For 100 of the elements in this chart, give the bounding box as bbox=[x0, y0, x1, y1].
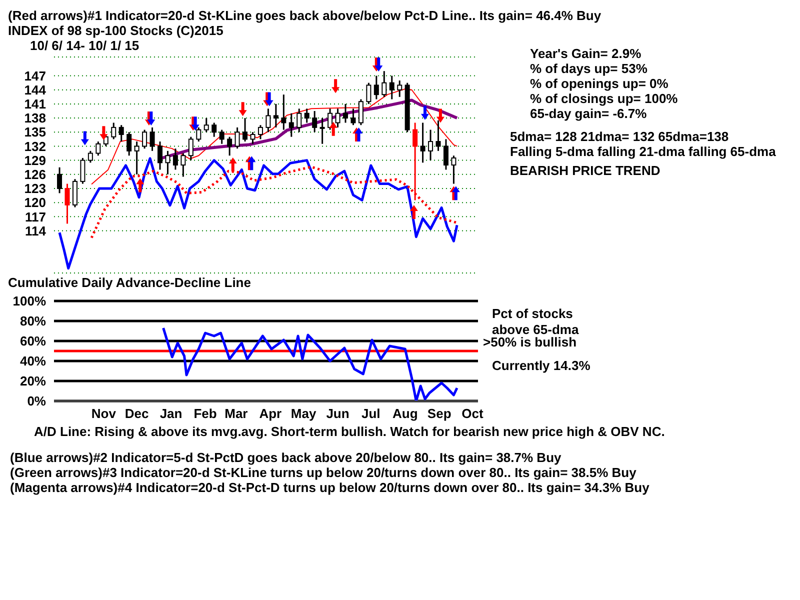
text: Year's Gain= 2.9% bbox=[530, 46, 642, 61]
candlestick bbox=[335, 108, 340, 128]
text: % of closings up= 100% bbox=[530, 91, 678, 106]
candlestick bbox=[250, 131, 256, 145]
candlestick bbox=[204, 117, 209, 133]
candlestick bbox=[103, 134, 108, 147]
y-tick-label: 40% bbox=[20, 354, 46, 369]
candlestick bbox=[212, 122, 217, 138]
candlestick bbox=[142, 129, 148, 150]
candlestick bbox=[88, 150, 93, 164]
x-tick-label: May bbox=[290, 406, 317, 422]
text: BEARISH PRICE TREND bbox=[510, 163, 660, 178]
candlestick bbox=[72, 178, 78, 208]
candlestick bbox=[188, 136, 194, 162]
x-tick-label: Oct bbox=[462, 406, 484, 422]
candlestick bbox=[304, 108, 310, 124]
y-tick-label: 141 bbox=[24, 96, 46, 112]
y-tick-label: 123 bbox=[24, 181, 46, 196]
candlestick bbox=[242, 117, 248, 142]
candlestick bbox=[397, 80, 402, 98]
candlestick bbox=[436, 120, 441, 152]
x-tick-label: Aug bbox=[392, 406, 418, 422]
candlestick bbox=[374, 75, 379, 100]
x-tick-label: Apr bbox=[259, 406, 282, 422]
candlestick bbox=[126, 131, 132, 156]
candlestick bbox=[227, 136, 232, 156]
candlestick bbox=[358, 98, 364, 126]
candlestick bbox=[234, 126, 240, 150]
candlestick bbox=[288, 112, 294, 138]
text: 65-day gain= -6.7% bbox=[530, 106, 647, 121]
candlestick bbox=[366, 82, 372, 105]
y-tick-label: 100% bbox=[12, 294, 46, 309]
candlestick bbox=[328, 108, 333, 131]
candlestick bbox=[172, 148, 178, 170]
text: (Magenta arrows)#4 Indicator=20-d St-Pct-D turns up below 20/turns down over 80.. Its gain= 34.3% Buy bbox=[10, 480, 650, 495]
candlestick bbox=[165, 150, 170, 176]
candlestick bbox=[158, 140, 162, 170]
y-tick-label: 132 bbox=[24, 138, 46, 154]
candlestick bbox=[451, 154, 456, 185]
x-tick-label: Nov bbox=[91, 406, 117, 422]
text: Cumulative Daily Advance-Decline Line bbox=[8, 275, 251, 290]
x-tick-label: Mar bbox=[224, 406, 248, 422]
y-tick-label: 117 bbox=[25, 209, 46, 224]
candlestick bbox=[96, 140, 101, 156]
chart-subtitle: INDEX of 98 sp-100 Stocks (C)2015 bbox=[8, 23, 224, 38]
text: Falling 5-dma falling 21-dma falling 65-dma bbox=[510, 144, 776, 159]
text: above 65-dma bbox=[492, 322, 579, 337]
y-tick-label: 60% bbox=[20, 334, 46, 349]
candlestick bbox=[150, 126, 155, 152]
line-series bbox=[58, 157, 458, 270]
candlestick bbox=[80, 157, 86, 185]
candlestick bbox=[420, 122, 426, 164]
text: Currently 14.3% bbox=[492, 358, 590, 373]
candlestick bbox=[389, 75, 394, 100]
y-tick-label: 0% bbox=[27, 394, 46, 409]
candlestick bbox=[350, 108, 356, 126]
y-tick-label: 120 bbox=[24, 195, 46, 210]
candlestick bbox=[196, 126, 202, 142]
candlestick bbox=[111, 122, 116, 140]
text: (Green arrows)#3 Indicator=20-d St-KLine turns up below 20/turns down over 80.. Its gain= 38.5% Buy bbox=[10, 465, 636, 480]
text: 5dma= 128 21dma= 132 65dma=138 bbox=[510, 129, 729, 144]
y-tick-label: 129 bbox=[24, 152, 46, 168]
candlestick bbox=[219, 129, 224, 145]
text: % of days up= 53% bbox=[530, 61, 648, 76]
candlestick bbox=[382, 70, 387, 98]
candlestick bbox=[134, 140, 140, 176]
x-tick-label: Jun bbox=[326, 406, 350, 422]
candlestick bbox=[281, 94, 286, 131]
candlestick bbox=[64, 183, 70, 224]
text: (Blue arrows)#2 Indicator=5-d St-PctD goes back above 20/below 80.. Its gain= 38.7% Buy bbox=[10, 450, 562, 465]
candlestick bbox=[296, 108, 302, 133]
candlestick bbox=[343, 103, 348, 124]
y-tick-label: 138 bbox=[24, 110, 46, 126]
x-tick-label: Jul bbox=[361, 406, 380, 422]
y-tick-label: 147 bbox=[24, 68, 46, 84]
text: A/D Line: Rising & above its mvg.avg. Short-term bullish. Watch for bearish new price high & OBV NC. bbox=[34, 424, 665, 439]
candlestick bbox=[428, 129, 434, 162]
chart-title: (Red arrows)#1 Indicator=20-d St-KLine goes back above/below Pct-D Line.. Its gain= 46.4% Buy bbox=[8, 8, 602, 23]
candlestick bbox=[273, 103, 278, 128]
candlestick bbox=[258, 124, 263, 140]
text: Pct of stocks bbox=[492, 306, 573, 321]
y-tick-label: 135 bbox=[24, 124, 46, 140]
x-tick-label: Dec bbox=[124, 406, 149, 422]
x-tick-label: Jan bbox=[160, 406, 182, 422]
candlestick bbox=[118, 124, 124, 142]
text: % of openings up= 0% bbox=[530, 76, 668, 91]
y-tick-label: 80% bbox=[20, 314, 46, 329]
ref-line-label: >50% is bullish bbox=[483, 334, 577, 350]
y-tick-label: 144 bbox=[24, 82, 47, 98]
y-tick-label: 126 bbox=[24, 167, 46, 182]
x-tick-label: Sep bbox=[427, 406, 452, 422]
y-tick-label: 114 bbox=[25, 223, 47, 238]
x-tick-label: Feb bbox=[194, 406, 217, 422]
candlestick bbox=[266, 108, 271, 133]
candlestick bbox=[312, 110, 318, 133]
text: 10/ 6/ 14- 10/ 1/ 15 bbox=[30, 38, 140, 53]
y-tick-label: 20% bbox=[20, 374, 46, 389]
candlestick bbox=[180, 152, 186, 178]
candlestick bbox=[443, 138, 448, 170]
line-series bbox=[162, 326, 458, 401]
